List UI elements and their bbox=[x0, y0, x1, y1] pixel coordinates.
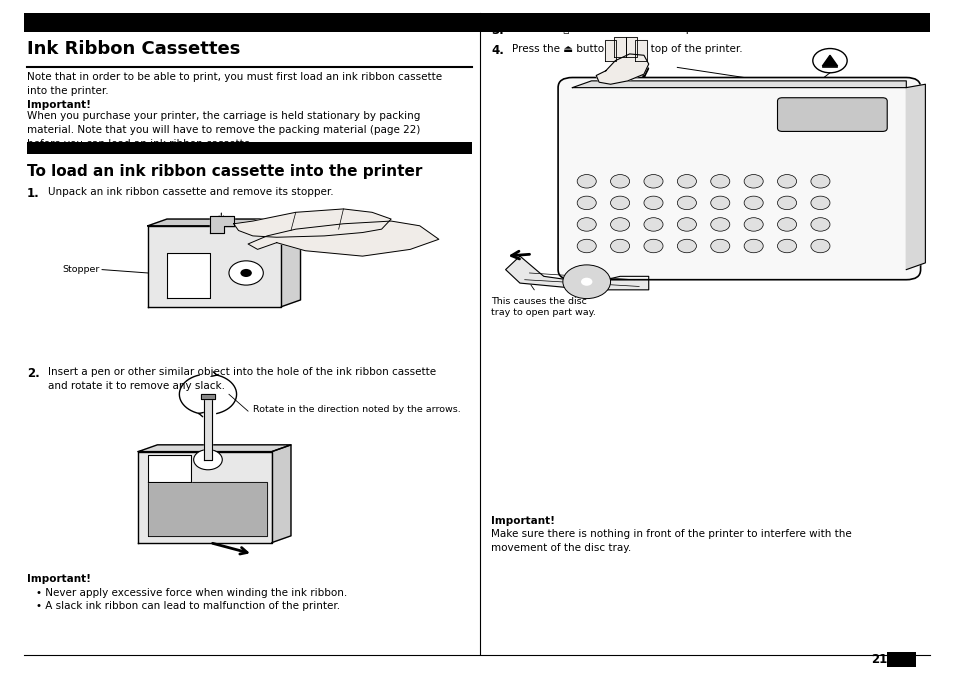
Text: When you purchase your printer, the carriage is held stationary by packing
mater: When you purchase your printer, the carr… bbox=[27, 111, 419, 148]
Polygon shape bbox=[204, 398, 212, 460]
Circle shape bbox=[810, 239, 829, 253]
Circle shape bbox=[710, 196, 729, 210]
Circle shape bbox=[777, 218, 796, 231]
Text: E: E bbox=[898, 655, 903, 665]
Text: Important!: Important! bbox=[27, 100, 91, 111]
Polygon shape bbox=[821, 55, 837, 66]
Polygon shape bbox=[281, 219, 300, 307]
Circle shape bbox=[193, 450, 222, 470]
Circle shape bbox=[577, 218, 596, 231]
Text: Important!: Important! bbox=[491, 516, 555, 526]
Circle shape bbox=[677, 218, 696, 231]
FancyBboxPatch shape bbox=[24, 13, 929, 32]
Polygon shape bbox=[505, 256, 648, 290]
Text: Unpack an ink ribbon cassette and remove its stopper.: Unpack an ink ribbon cassette and remove… bbox=[48, 187, 333, 197]
Polygon shape bbox=[138, 445, 291, 452]
Circle shape bbox=[643, 196, 662, 210]
Text: Note that in order to be able to print, you must first load an ink ribbon casset: Note that in order to be able to print, … bbox=[27, 72, 441, 96]
Circle shape bbox=[743, 175, 762, 188]
Text: To load an ink ribbon cassette into the printer: To load an ink ribbon cassette into the … bbox=[27, 164, 421, 179]
Circle shape bbox=[677, 175, 696, 188]
Polygon shape bbox=[614, 37, 625, 57]
Text: Ink Ribbon Cassettes: Ink Ribbon Cassettes bbox=[27, 40, 240, 59]
Circle shape bbox=[610, 175, 629, 188]
Circle shape bbox=[240, 269, 252, 277]
Polygon shape bbox=[272, 445, 291, 543]
Text: Make sure there is nothing in front of the printer to interfere with the
movemen: Make sure there is nothing in front of t… bbox=[491, 529, 851, 553]
FancyBboxPatch shape bbox=[27, 142, 472, 154]
Polygon shape bbox=[625, 37, 637, 57]
Circle shape bbox=[643, 175, 662, 188]
Text: This causes the disc
tray to open part way.: This causes the disc tray to open part w… bbox=[491, 297, 596, 317]
FancyBboxPatch shape bbox=[886, 652, 915, 667]
Polygon shape bbox=[148, 219, 300, 226]
Circle shape bbox=[810, 196, 829, 210]
Circle shape bbox=[743, 218, 762, 231]
Text: • A slack ink ribbon can lead to malfunction of the printer.: • A slack ink ribbon can lead to malfunc… bbox=[36, 601, 340, 611]
Polygon shape bbox=[248, 221, 438, 256]
Circle shape bbox=[610, 239, 629, 253]
FancyBboxPatch shape bbox=[558, 78, 920, 280]
Circle shape bbox=[610, 196, 629, 210]
Text: 2.: 2. bbox=[27, 367, 39, 380]
Circle shape bbox=[743, 196, 762, 210]
Circle shape bbox=[710, 218, 729, 231]
FancyBboxPatch shape bbox=[777, 98, 886, 131]
Text: Rotate in the direction noted by the arrows.: Rotate in the direction noted by the arr… bbox=[253, 405, 460, 415]
Polygon shape bbox=[201, 394, 214, 399]
Polygon shape bbox=[148, 455, 191, 482]
Circle shape bbox=[562, 265, 610, 299]
Polygon shape bbox=[572, 81, 905, 88]
Circle shape bbox=[677, 239, 696, 253]
Text: Important!: Important! bbox=[27, 574, 91, 584]
Circle shape bbox=[643, 218, 662, 231]
Polygon shape bbox=[905, 84, 924, 270]
Circle shape bbox=[777, 175, 796, 188]
Circle shape bbox=[580, 278, 592, 286]
Circle shape bbox=[610, 218, 629, 231]
Text: • Never apply excessive force when winding the ink ribbon.: • Never apply excessive force when windi… bbox=[36, 588, 347, 598]
Text: Press the ⏏ button on the top of the printer.: Press the ⏏ button on the top of the pri… bbox=[512, 44, 742, 54]
Text: Insert a pen or other similar object into the hole of the ink ribbon cassette
an: Insert a pen or other similar object int… bbox=[48, 367, 436, 392]
Text: Stopper: Stopper bbox=[62, 265, 99, 274]
Circle shape bbox=[577, 239, 596, 253]
Circle shape bbox=[810, 175, 829, 188]
Circle shape bbox=[777, 239, 796, 253]
Text: 21: 21 bbox=[870, 653, 886, 666]
Polygon shape bbox=[604, 40, 616, 61]
Circle shape bbox=[743, 239, 762, 253]
Text: 4.: 4. bbox=[491, 44, 503, 57]
Circle shape bbox=[577, 196, 596, 210]
Polygon shape bbox=[635, 40, 646, 61]
Circle shape bbox=[677, 196, 696, 210]
Polygon shape bbox=[148, 226, 281, 307]
Circle shape bbox=[710, 239, 729, 253]
Circle shape bbox=[810, 218, 829, 231]
Circle shape bbox=[577, 175, 596, 188]
Text: Press the Ⓘ button to turn on the printer.: Press the Ⓘ button to turn on the printe… bbox=[512, 24, 723, 34]
Circle shape bbox=[777, 196, 796, 210]
Polygon shape bbox=[596, 54, 648, 84]
Circle shape bbox=[643, 239, 662, 253]
Text: 1.: 1. bbox=[27, 187, 39, 200]
Circle shape bbox=[229, 261, 263, 285]
Polygon shape bbox=[138, 452, 272, 543]
Circle shape bbox=[710, 175, 729, 188]
Polygon shape bbox=[233, 209, 391, 237]
Polygon shape bbox=[167, 253, 210, 298]
Text: 3.: 3. bbox=[491, 24, 503, 36]
Polygon shape bbox=[148, 482, 267, 536]
Polygon shape bbox=[210, 216, 233, 233]
